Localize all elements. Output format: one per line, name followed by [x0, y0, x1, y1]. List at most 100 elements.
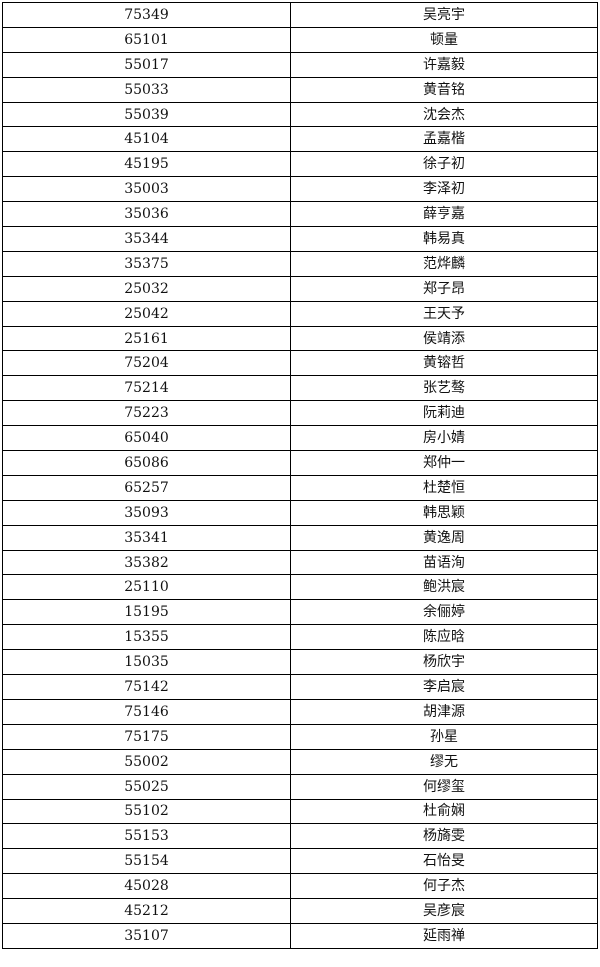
table-row: 55017 许嘉毅 — [2, 51, 598, 78]
id-cell: 35375 — [2, 250, 291, 277]
id-cell: 45028 — [2, 873, 291, 900]
name-cell: 缪无 — [290, 748, 598, 775]
id-cell: 75223 — [2, 400, 291, 427]
name-cell: 杨欣宇 — [290, 649, 598, 676]
student-table: 75349 吴亮宇 65101 顿量 55017 许嘉毅 55033 黄音铭 55039 沈会杰 4… — [2, 2, 598, 949]
table-row: 25161 侯靖添 — [2, 325, 598, 352]
table-row: 15035 杨欣宇 — [2, 649, 598, 676]
name-cell: 黄镕哲 — [290, 350, 598, 377]
table-row: 45195 徐子初 — [2, 151, 598, 178]
id-cell: 35344 — [2, 226, 291, 252]
name-cell: 何缪玺 — [290, 773, 598, 800]
name-cell: 黄逸周 — [290, 524, 598, 551]
table-row: 75214 张艺骜 — [2, 375, 598, 402]
table-row: 55154 石怡旻 — [2, 848, 598, 875]
id-cell: 65257 — [2, 474, 291, 501]
id-cell: 45212 — [2, 898, 291, 924]
id-cell: 15355 — [2, 624, 291, 651]
id-cell: 75349 — [2, 2, 291, 28]
table-row: 75204 黄镕哲 — [2, 350, 598, 377]
id-cell: 65040 — [2, 425, 291, 452]
id-cell: 15195 — [2, 599, 291, 626]
table-row: 25110 鲍洪宸 — [2, 574, 598, 601]
name-cell: 顿量 — [290, 26, 598, 53]
table-row: 75175 孙星 — [2, 723, 598, 750]
table-row: 45104 孟嘉楷 — [2, 126, 598, 153]
id-cell: 35382 — [2, 549, 291, 576]
id-cell: 25110 — [2, 574, 291, 601]
table-row: 45028 何子杰 — [2, 873, 598, 900]
table-row: 55039 沈会杰 — [2, 101, 598, 128]
name-cell: 房小婧 — [290, 425, 598, 452]
name-cell: 何子杰 — [290, 873, 598, 900]
name-cell: 黄音铭 — [290, 76, 598, 103]
id-cell: 75142 — [2, 674, 291, 700]
id-cell: 35003 — [2, 176, 291, 203]
name-cell: 阮莉迪 — [290, 400, 598, 427]
id-cell: 65086 — [2, 450, 291, 476]
table-row: 65086 郑仲一 — [2, 450, 598, 476]
name-cell: 王天予 — [290, 300, 598, 327]
table-row: 35382 苗语洵 — [2, 549, 598, 576]
name-cell: 苗语洵 — [290, 549, 598, 576]
table-row: 65257 杜楚恒 — [2, 474, 598, 501]
name-cell: 鲍洪宸 — [290, 574, 598, 601]
name-cell: 李启宸 — [290, 674, 598, 700]
table-row: 35003 李泽初 — [2, 176, 598, 203]
table-row: 25042 王天予 — [2, 300, 598, 327]
table-body: 75349 吴亮宇 65101 顿量 55017 许嘉毅 55033 黄音铭 55039 沈会杰 4… — [2, 2, 598, 949]
name-cell: 杨旖雯 — [290, 823, 598, 850]
table-row: 45212 吴彦宸 — [2, 898, 598, 924]
name-cell: 韩思颖 — [290, 499, 598, 526]
name-cell: 沈会杰 — [290, 101, 598, 128]
table-row: 15195 余俪婷 — [2, 599, 598, 626]
table-row: 75349 吴亮宇 — [2, 2, 598, 28]
name-cell: 韩易真 — [290, 226, 598, 252]
name-cell: 胡津源 — [290, 698, 598, 725]
id-cell: 35093 — [2, 499, 291, 526]
table-row: 55033 黄音铭 — [2, 76, 598, 103]
id-cell: 75204 — [2, 350, 291, 377]
id-cell: 45195 — [2, 151, 291, 178]
id-cell: 55154 — [2, 848, 291, 875]
id-cell: 75175 — [2, 723, 291, 750]
name-cell: 范烨麟 — [290, 250, 598, 277]
table-row: 75146 胡津源 — [2, 698, 598, 725]
id-cell: 55033 — [2, 76, 291, 103]
table-row: 55025 何缪玺 — [2, 773, 598, 800]
name-cell: 延雨禅 — [290, 922, 598, 949]
id-cell: 35341 — [2, 524, 291, 551]
name-cell: 吴彦宸 — [290, 898, 598, 924]
name-cell: 杜俞娴 — [290, 798, 598, 825]
name-cell: 石怡旻 — [290, 848, 598, 875]
id-cell: 55017 — [2, 51, 291, 78]
name-cell: 余俪婷 — [290, 599, 598, 626]
id-cell: 75214 — [2, 375, 291, 402]
table-row: 55002 缪无 — [2, 748, 598, 775]
id-cell: 55002 — [2, 748, 291, 775]
id-cell: 25042 — [2, 300, 291, 327]
id-cell: 15035 — [2, 649, 291, 676]
table-row: 35375 范烨麟 — [2, 250, 598, 277]
id-cell: 35036 — [2, 201, 291, 228]
table-row: 75142 李启宸 — [2, 674, 598, 700]
name-cell: 郑仲一 — [290, 450, 598, 476]
table-row: 35107 延雨禅 — [2, 922, 598, 949]
name-cell: 薛亨嘉 — [290, 201, 598, 228]
id-cell: 55153 — [2, 823, 291, 850]
table-row: 35341 黄逸周 — [2, 524, 598, 551]
table-row: 65040 房小婧 — [2, 425, 598, 452]
id-cell: 55039 — [2, 101, 291, 128]
table-row: 25032 郑子昂 — [2, 275, 598, 302]
id-cell: 55102 — [2, 798, 291, 825]
name-cell: 郑子昂 — [290, 275, 598, 302]
id-cell: 35107 — [2, 922, 291, 949]
id-cell: 45104 — [2, 126, 291, 153]
name-cell: 孟嘉楷 — [290, 126, 598, 153]
name-cell: 张艺骜 — [290, 375, 598, 402]
name-cell: 吴亮宇 — [290, 2, 598, 28]
table-row: 65101 顿量 — [2, 26, 598, 53]
table-row: 55102 杜俞娴 — [2, 798, 598, 825]
id-cell: 75146 — [2, 698, 291, 725]
name-cell: 许嘉毅 — [290, 51, 598, 78]
